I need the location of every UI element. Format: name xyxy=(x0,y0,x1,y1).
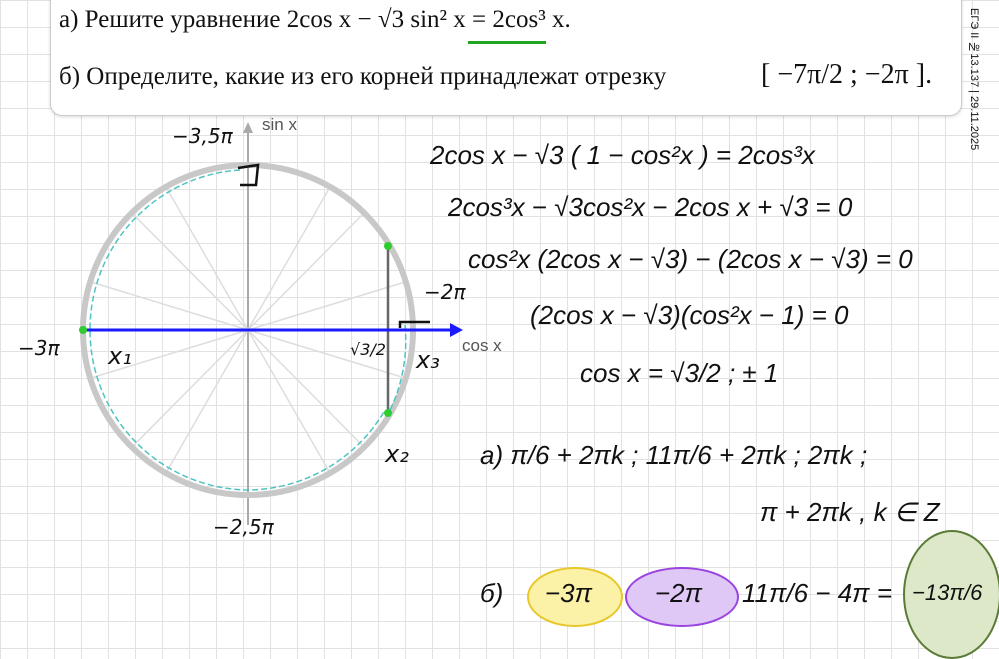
top-mark xyxy=(237,163,260,187)
answer-oval-purple xyxy=(625,567,739,627)
part-b-label: б) xyxy=(480,578,504,608)
answer-3: −13π/6 xyxy=(912,580,983,605)
solution-line-5: cos x = √3/2 ; ± 1 xyxy=(580,358,779,388)
point-x2 xyxy=(384,409,392,417)
solution-line-6: а) π/6 + 2πk ; 11π/6 + 2πk ; 2πk ; xyxy=(480,440,868,470)
sin-axis-arrow-icon xyxy=(243,122,253,133)
label-x2: x₂ xyxy=(385,440,409,468)
cos-axis-label: cos x xyxy=(462,336,502,355)
solution-line-1: 2cos x − √3 ( 1 − cos²x ) = 2cos³x xyxy=(430,140,815,170)
answer-oval-green xyxy=(903,530,999,659)
label-x1: x₁ xyxy=(108,342,132,370)
problem-id-label: ЕГЭ II №13.137 | 29.11.2025 xyxy=(968,8,980,151)
guide-lines xyxy=(90,186,406,474)
answer-1: −3π xyxy=(545,578,593,608)
label-minus-3-5pi: −3,5π xyxy=(172,124,233,148)
label-sqrt3-over-2: √3/2 xyxy=(350,340,386,359)
sin-axis-label: sin x xyxy=(262,115,297,134)
solution-line-7: π + 2πk , k ∈ Z xyxy=(760,497,940,527)
task-interval: [ −7π/2 ; −2π ]. xyxy=(761,59,933,90)
green-underline xyxy=(468,41,546,44)
x3-mark xyxy=(398,320,430,328)
task-part-b: б) Определите, какие из его корней прина… xyxy=(59,63,667,90)
label-minus-2pi: −2π xyxy=(424,280,466,304)
arc-mark xyxy=(89,169,386,491)
point-x1 xyxy=(79,326,87,334)
task-card: а) Решите уравнение 2cos x − √3 sin² x =… xyxy=(50,0,962,116)
label-x3: x₃ xyxy=(416,346,440,374)
cos-axis-arrow-icon xyxy=(450,323,463,337)
label-minus-3pi: −3π xyxy=(18,336,60,360)
solution-line-2: 2cos³x − √3cos²x − 2cos x + √3 = 0 xyxy=(448,192,853,222)
answer-2: −2π xyxy=(655,578,703,608)
label-minus-2-5pi: −2,5π xyxy=(213,515,274,539)
answer-oval-yellow xyxy=(527,567,623,627)
task-part-a: а) Решите уравнение 2cos x − √3 sin² x =… xyxy=(59,6,571,33)
point-pi-6 xyxy=(384,242,392,250)
solution-line-4: (2cos x − √3)(cos²x − 1) = 0 xyxy=(530,300,849,330)
solution-line-3: cos²x (2cos x − √3) − (2cos x − √3) = 0 xyxy=(468,244,913,274)
answer-3-expression: 11π/6 − 4π = xyxy=(742,578,893,608)
